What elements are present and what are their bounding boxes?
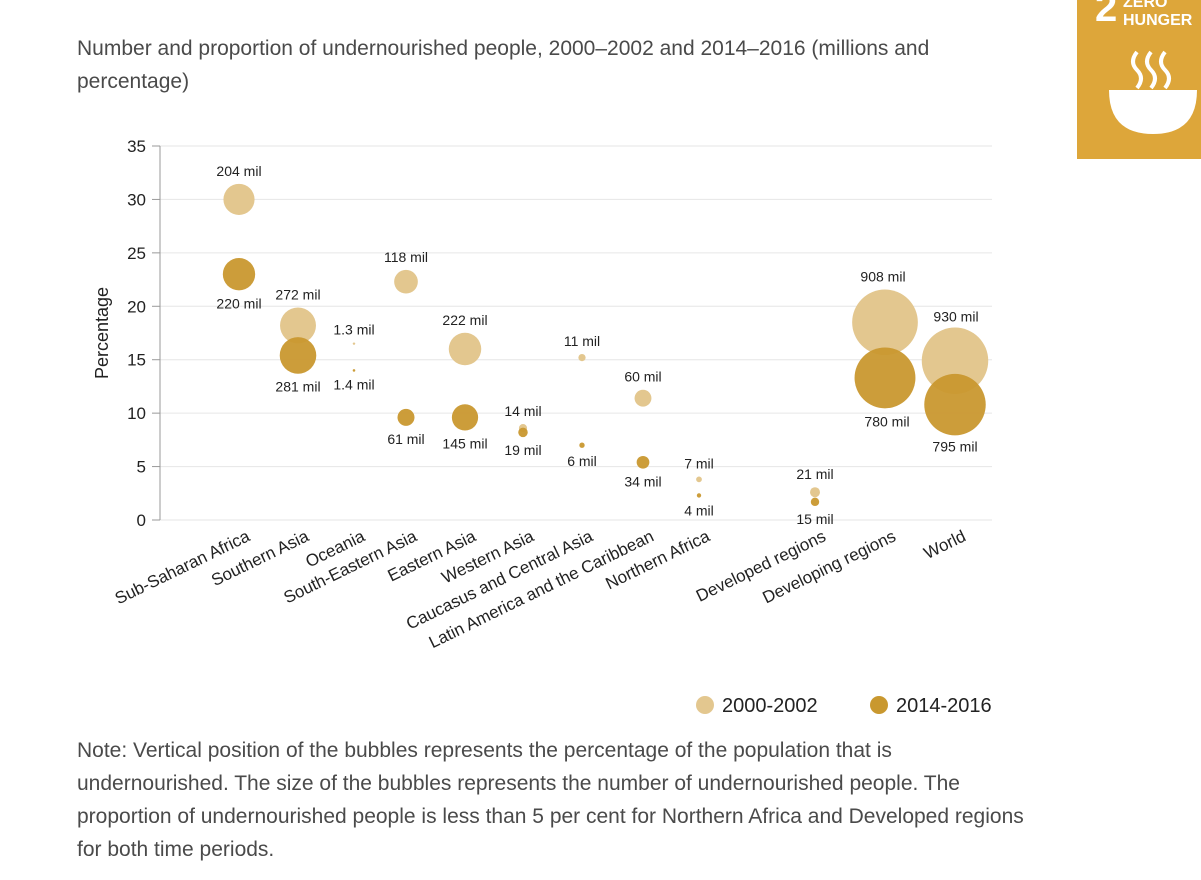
legend: 2000-2002 2014-2016: [696, 695, 992, 717]
legend-swatch-2000-2002: [696, 696, 714, 714]
bubble-2014-southern-asia: [279, 337, 317, 374]
bubble-2000-caucasus-and-central-asia: [578, 353, 586, 362]
bubble-2000-developing-regions: [852, 289, 918, 356]
bubble-2014-sub-saharan-africa: [222, 258, 256, 291]
bubble-label-2014: 145 mil: [442, 436, 487, 452]
y-tick-label: 15: [127, 351, 146, 370]
bubble-label-2000: 272 mil: [275, 287, 320, 303]
bubble-label-2014: 795 mil: [932, 438, 977, 454]
bubbles: 204 mil 220 mil 272 mil 281 mil 1.3 mil 1.4 m…: [216, 163, 989, 527]
y-axis-label: Percentage: [92, 287, 112, 379]
bubble-label-2014: 15 mil: [796, 511, 833, 527]
bubble-label-2000: 14 mil: [504, 403, 541, 419]
bubble-label-2014: 4 mil: [684, 503, 714, 519]
bubble-2000-sub-saharan-africa: [223, 183, 255, 215]
y-tick-label: 10: [127, 404, 146, 423]
bubble-label-2000: 930 mil: [933, 309, 978, 325]
gridlines: [160, 145, 992, 521]
legend-label-2000-2002: 2000-2002: [722, 695, 818, 717]
goal-text-line1: ZERO: [1123, 0, 1168, 11]
goal-text-line2: HUNGER: [1123, 12, 1193, 29]
y-tick-label: 25: [127, 244, 146, 263]
chart-note: Note: Vertical position of the bubbles r…: [77, 739, 1024, 861]
bubble-label-2000: 7 mil: [684, 456, 714, 472]
y-tick-label: 5: [137, 458, 146, 477]
bubble-2000-developed-regions: [810, 487, 820, 498]
bubble-label-2000: 1.3 mil: [333, 321, 374, 337]
bubble-label-2014: 34 mil: [624, 474, 661, 490]
bubble-2000-latin-america-and-the-caribbean: [634, 389, 652, 407]
bubble-label-2014: 6 mil: [567, 453, 597, 469]
sdg-goal-badge: 2 ZERO HUNGER: [1077, 0, 1201, 159]
y-tick-label: 35: [127, 137, 146, 156]
bubble-2000-eastern-asia: [448, 332, 482, 366]
bubble-2000-south-eastern-asia: [394, 269, 418, 294]
y-tick-label: 0: [137, 511, 146, 530]
bubble-2000-southern-asia: [280, 307, 316, 344]
bubble-2014-western-asia: [518, 427, 528, 438]
bubble-label-2000: 21 mil: [796, 466, 833, 482]
bubble-2014-eastern-asia: [451, 404, 479, 431]
bubble-label-2014: 61 mil: [387, 431, 424, 447]
bubble-label-2014: 220 mil: [216, 295, 261, 311]
y-tick-label: 20: [127, 297, 146, 316]
x-label-world: World: [921, 527, 969, 563]
bubble-2014-caucasus-and-central-asia: [579, 442, 585, 448]
legend-swatch-2014-2016: [870, 696, 888, 714]
bubble-label-2000: 60 mil: [624, 369, 661, 385]
bubble-label-2014: 780 mil: [864, 413, 909, 429]
y-axis: 0 5 10 15 20 25 30 35: [127, 137, 161, 530]
chart-title: Number and proportion of undernourished …: [77, 37, 930, 93]
bowl-icon: [1109, 50, 1197, 134]
bubble-2000-northern-africa: [696, 476, 702, 483]
bubble-label-2000: 908 mil: [860, 268, 905, 284]
bubble-label-2014: 19 mil: [504, 442, 541, 458]
bubble-2014-south-eastern-asia: [397, 408, 415, 426]
y-tick-label: 30: [127, 190, 146, 209]
bubble-2000-world: [921, 327, 989, 395]
goal-number: 2: [1095, 0, 1118, 30]
bubble-2014-oceania: [352, 369, 356, 372]
bubble-2014-world: [924, 373, 986, 436]
bubble-2000-oceania: [352, 342, 356, 345]
bubble-2014-developed-regions: [810, 497, 820, 507]
bubble-label-2000: 222 mil: [442, 312, 487, 328]
goal-text: ZERO HUNGER: [1123, 0, 1192, 30]
bubble-label-2000: 11 mil: [564, 333, 600, 349]
bubble-label-2000: 204 mil: [216, 163, 261, 179]
legend-label-2014-2016: 2014-2016: [896, 695, 992, 717]
bubble-2014-northern-africa: [696, 493, 702, 498]
bubble-2014-developing-regions: [854, 347, 916, 409]
bubble-label-2014: 281 mil: [275, 379, 320, 395]
bubble-label-2000: 118 mil: [384, 249, 428, 265]
bubble-2014-latin-america-and-the-caribbean: [636, 455, 650, 469]
bubble-label-2014: 1.4 mil: [333, 377, 374, 393]
